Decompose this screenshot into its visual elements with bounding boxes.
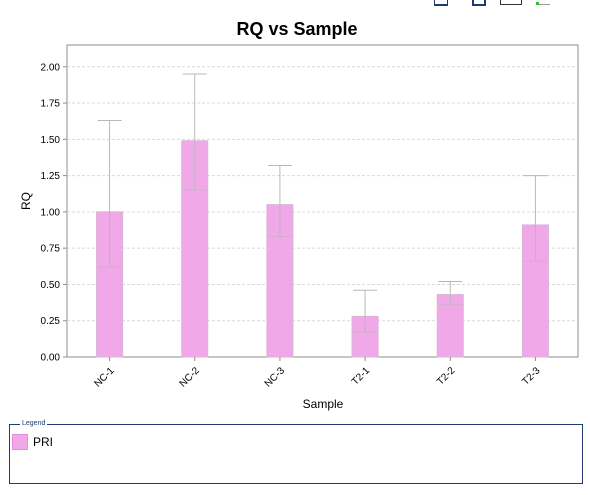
y-tick-label: 1.50 [41, 135, 61, 146]
legend-label: PRI [33, 435, 54, 449]
toolbar [430, 0, 590, 8]
y-axis-label: RQ [19, 192, 33, 210]
y-tick-label: 0.50 [41, 280, 61, 291]
legend-item-pri[interactable]: PRI [12, 433, 53, 451]
x-axis-label: Sample [303, 397, 344, 411]
y-tick-label: 1.25 [41, 171, 61, 182]
x-tick-label: NC-2 [178, 365, 203, 390]
x-tick-label: NC-3 [263, 365, 288, 390]
plot-area [66, 44, 579, 358]
x-axis-ticks: NC-1 NC-2 NC-3 T2-1 T2-2 T2-3 [92, 357, 543, 390]
y-tick-label: 0.00 [41, 353, 61, 364]
y-tick-label: 0.75 [41, 244, 61, 255]
x-tick-label: T2-3 [520, 365, 543, 388]
bars [96, 140, 549, 358]
y-tick-label: 2.00 [41, 62, 61, 73]
dots-icon[interactable] [536, 0, 550, 5]
x-tick-label: T2-2 [435, 365, 458, 388]
disk-icon[interactable] [472, 0, 486, 6]
rq-bar-chart: RQ vs Sample 0.00 0.25 0.50 0.75 1.00 1.25 1.5… [19, 19, 579, 411]
chart-title: RQ vs Sample [236, 19, 357, 39]
legend-title: Legend [20, 419, 48, 429]
grid-lines [67, 66, 578, 322]
save-icon[interactable] [434, 0, 448, 6]
x-tick-label: T2-1 [350, 365, 373, 388]
y-tick-label: 1.75 [41, 99, 61, 110]
error-bars [97, 73, 548, 333]
y-tick-label: 1.00 [41, 207, 61, 218]
legend-box: Legend PRI [9, 419, 583, 484]
box-icon[interactable] [500, 0, 522, 5]
legend-swatch [12, 434, 28, 450]
y-axis-ticks: 0.00 0.25 0.50 0.75 1.00 1.25 1.50 1.75 2.00 [41, 62, 67, 364]
x-tick-label: NC-1 [92, 365, 117, 390]
y-tick-label: 0.25 [41, 316, 61, 327]
